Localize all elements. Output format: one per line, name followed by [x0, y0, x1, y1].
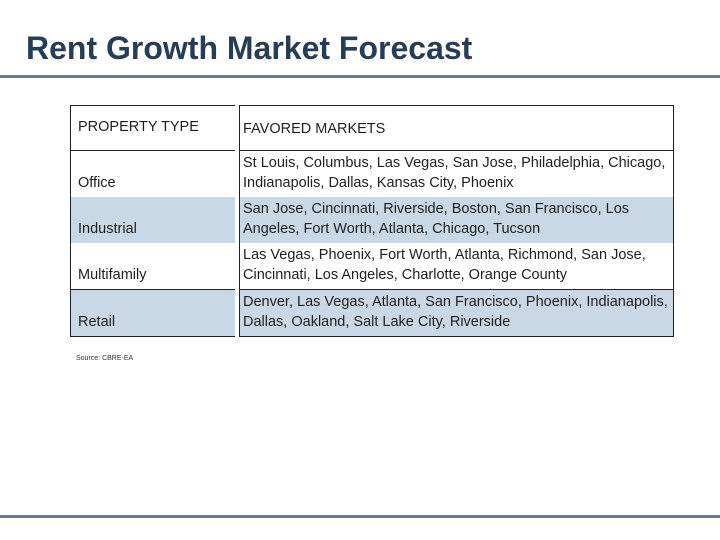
table-row: Retail Denver, Las Vegas, Atlanta, San F…	[70, 289, 674, 337]
property-type-cell: Office	[70, 150, 235, 197]
table-row: Office St Louis, Columbus, Las Vegas, Sa…	[70, 150, 674, 197]
source-note: Source: CBRE-EA	[76, 355, 134, 362]
header-property-type: PROPERTY TYPE	[70, 105, 235, 151]
table-row: Multifamily Las Vegas, Phoenix, Fort Wor…	[70, 243, 674, 290]
title-divider	[0, 75, 720, 78]
table-header-row: PROPERTY TYPE FAVORED MARKETS	[70, 105, 674, 151]
markets-cell: St Louis, Columbus, Las Vegas, San Jose,…	[239, 150, 674, 197]
footer-divider	[0, 515, 720, 518]
markets-cell: Denver, Las Vegas, Atlanta, San Francisc…	[239, 289, 674, 337]
forecast-table: PROPERTY TYPE FAVORED MARKETS Office St …	[70, 105, 674, 337]
page-title: Rent Growth Market Forecast	[26, 30, 473, 66]
markets-cell: San Jose, Cincinnati, Riverside, Boston,…	[239, 197, 674, 243]
header-favored-markets: FAVORED MARKETS	[239, 105, 674, 151]
markets-cell: Las Vegas, Phoenix, Fort Worth, Atlanta,…	[239, 243, 674, 290]
property-type-cell: Retail	[70, 289, 235, 337]
property-type-cell: Multifamily	[70, 243, 235, 290]
property-type-cell: Industrial	[70, 197, 235, 243]
table-row: Industrial San Jose, Cincinnati, Riversi…	[70, 197, 674, 243]
